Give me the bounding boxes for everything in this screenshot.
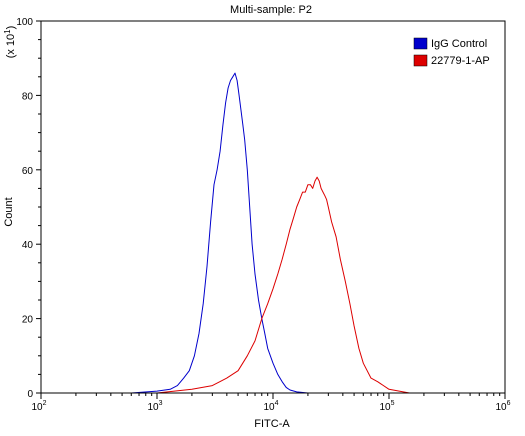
y-tick-label: 20 [22, 315, 34, 326]
x-tick-label: 106 [495, 400, 510, 413]
y-tick-label: 100 [16, 17, 33, 28]
y-tick-label: 40 [22, 240, 34, 251]
legend-label-igg-control: IgG Control [431, 38, 487, 50]
chart-title: Multi-sample: P2 [230, 4, 312, 16]
series-layer [96, 72, 410, 394]
x-axis-label: FITC-A [254, 418, 290, 430]
y-tick-label: 80 [22, 91, 34, 102]
y-multiplier-exponent: 1 [3, 29, 12, 34]
y-axis: 0 20 40 60 80 100 [16, 17, 41, 400]
y-axis-label: Count [3, 197, 15, 226]
legend-swatch-22779-1-ap [413, 54, 428, 67]
plot-frame [40, 20, 506, 394]
series-line-igg-control [96, 72, 308, 394]
legend: IgG Control 22779-1-AP [413, 37, 490, 67]
x-tick-label: 104 [263, 400, 278, 413]
y-tick-label: 0 [27, 389, 33, 400]
svg-text:(x 101): (x 101) [3, 26, 17, 59]
x-axis: 102 103 104 105 106 [31, 393, 511, 413]
y-tick-label: 60 [22, 166, 34, 177]
legend-swatch-igg-control [413, 37, 428, 50]
x-tick-label: 105 [379, 400, 394, 413]
x-tick-label: 103 [147, 400, 162, 413]
y-multiplier-label: (x 101) [3, 26, 17, 59]
y-multiplier-prefix: (x 10 [5, 34, 17, 58]
series-line-22779-1-ap [156, 176, 410, 394]
y-multiplier-suffix: ) [5, 26, 17, 30]
legend-label-22779-1-ap: 22779-1-AP [431, 55, 490, 67]
x-tick-label: 102 [31, 400, 46, 413]
